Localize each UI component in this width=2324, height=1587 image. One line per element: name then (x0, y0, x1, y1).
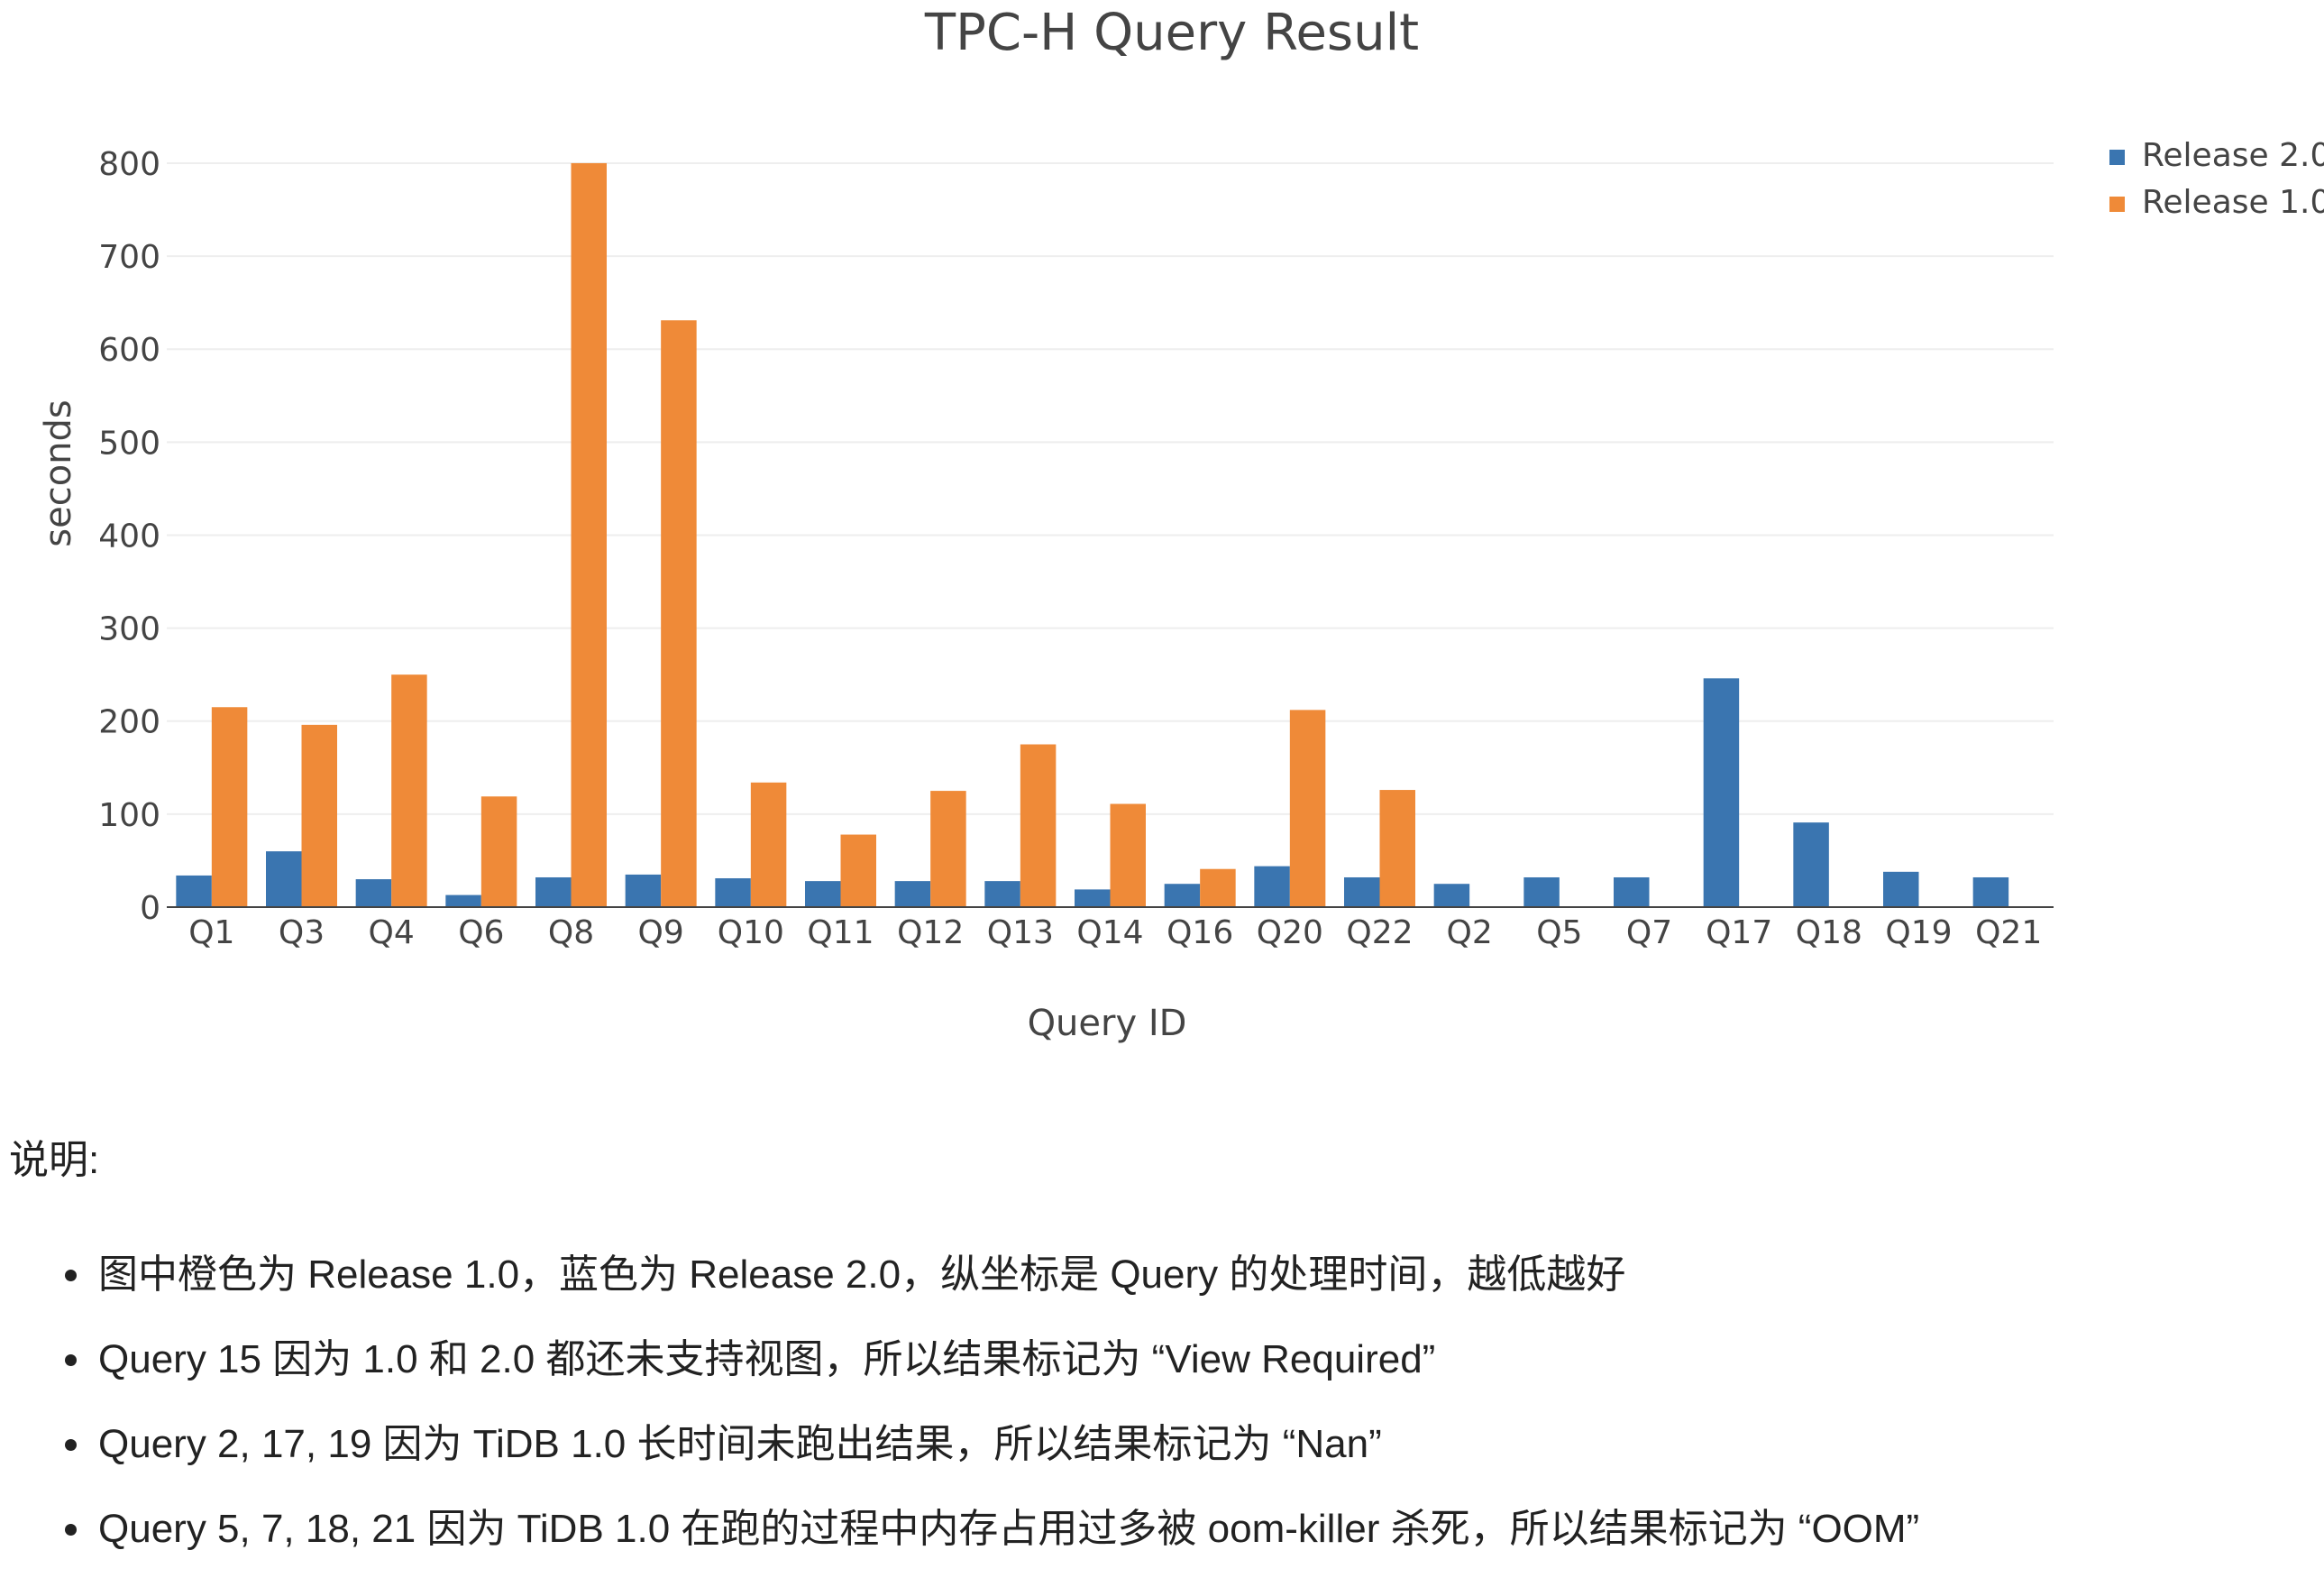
bar (480, 796, 517, 907)
bar (1344, 876, 1380, 907)
bar (1110, 803, 1146, 907)
x-tick-label: Q8 (548, 914, 594, 951)
bar (1075, 889, 1111, 907)
chart-title: TPC-H Query Result (924, 4, 1419, 62)
bar (211, 707, 248, 907)
bar (176, 875, 212, 907)
notes-list: 图中橙色为 Release 1.0，蓝色为 Release 2.0，纵坐标是 Q… (9, 1248, 2299, 1556)
y-tick-labels: 0 100 200 300 400 500 600 700 800 (98, 146, 160, 927)
bar (535, 876, 572, 907)
note-item: Query 15 因为 1.0 和 2.0 都还未支持视图，所以结果标记为 “V… (95, 1333, 2299, 1387)
x-tick-label: Q5 (1536, 914, 1582, 951)
y-axis-label: seconds (38, 399, 79, 547)
y-tick-label: 300 (98, 611, 160, 648)
y-tick-label: 100 (98, 797, 160, 834)
bar (894, 881, 931, 907)
x-tick-label: Q12 (897, 914, 964, 951)
y-tick-label: 500 (98, 425, 160, 462)
bars (176, 162, 2009, 907)
bar (391, 674, 427, 907)
legend-swatch (2109, 197, 2125, 212)
bar (715, 878, 751, 907)
x-axis-label: Query ID (1028, 1003, 1187, 1044)
bar (1254, 866, 1290, 907)
bar (805, 881, 841, 907)
bar (1523, 876, 1560, 907)
bar (625, 874, 662, 907)
bar (1703, 678, 1740, 907)
legend-swatch (2109, 150, 2125, 165)
x-tick-label: Q19 (1885, 914, 1952, 951)
bar (1164, 884, 1201, 907)
legend: Release 2.0 Release 1.0 (2109, 137, 2324, 221)
y-tick-label: 800 (98, 146, 160, 183)
x-tick-label: Q18 (1796, 914, 1862, 951)
bar (840, 834, 876, 907)
legend-label: Release 1.0 (2142, 184, 2324, 221)
x-tick-label: Q13 (987, 914, 1054, 951)
bar (445, 894, 481, 907)
x-tick-label: Q14 (1076, 914, 1143, 951)
bar (301, 724, 337, 907)
x-tick-label: Q20 (1257, 914, 1323, 951)
bar (930, 791, 966, 907)
y-tick-label: 700 (98, 239, 160, 276)
bar (266, 851, 302, 907)
bar (1883, 871, 1919, 907)
x-tick-label: Q17 (1706, 914, 1772, 951)
note-item: Query 5, 7, 18, 21 因为 TiDB 1.0 在跑的过程中内存占… (95, 1502, 2299, 1556)
bar (1614, 876, 1650, 907)
bar (355, 879, 392, 907)
bar (750, 782, 787, 907)
note-item: 图中橙色为 Release 1.0，蓝色为 Release 2.0，纵坐标是 Q… (95, 1248, 2299, 1302)
gridlines (167, 161, 2054, 815)
x-tick-label: Q6 (458, 914, 504, 951)
y-tick-label: 400 (98, 518, 160, 555)
x-tick-label: Q2 (1447, 914, 1493, 951)
x-tick-label: Q3 (279, 914, 325, 951)
x-tick-label: Q10 (718, 914, 784, 951)
x-tick-label: Q4 (369, 914, 415, 951)
x-tick-label: Q11 (807, 914, 874, 951)
x-tick-label: Q9 (638, 914, 684, 951)
y-tick-label: 0 (140, 890, 160, 927)
legend-label: Release 2.0 (2142, 137, 2324, 174)
bar (1289, 710, 1326, 907)
bar (571, 162, 607, 907)
x-tick-labels: Q1 Q3 Q4 Q6 Q8 Q9 Q10 Q11 Q12 Q13 Q14 Q16 Q20 Q22 Q2 Q5… (188, 914, 2042, 951)
bar (1972, 876, 2009, 907)
bar (1433, 884, 1470, 907)
tpch-bar-chart: TPC-H Query Result 0 100 200 300 400 500 600 70… (38, 4, 2324, 1044)
bar (1793, 822, 1829, 907)
bar (1200, 868, 1236, 907)
notes-title: 说明: (9, 1138, 100, 1182)
x-tick-label: Q21 (1975, 914, 2042, 951)
bar (1379, 790, 1415, 907)
y-tick-label: 200 (98, 704, 160, 741)
note-item: Query 2, 17, 19 因为 TiDB 1.0 长时间未跑出结果，所以结… (95, 1417, 2299, 1472)
x-tick-label: Q22 (1346, 914, 1413, 951)
y-tick-label: 600 (98, 332, 160, 369)
x-tick-label: Q16 (1167, 914, 1233, 951)
bar (661, 320, 697, 907)
x-tick-label: Q7 (1626, 914, 1672, 951)
bar (1020, 744, 1057, 907)
bar (984, 881, 1020, 907)
notes-section: 说明: 图中橙色为 Release 1.0，蓝色为 Release 2.0，纵坐… (9, 1127, 2299, 1587)
x-tick-label: Q1 (188, 914, 234, 951)
